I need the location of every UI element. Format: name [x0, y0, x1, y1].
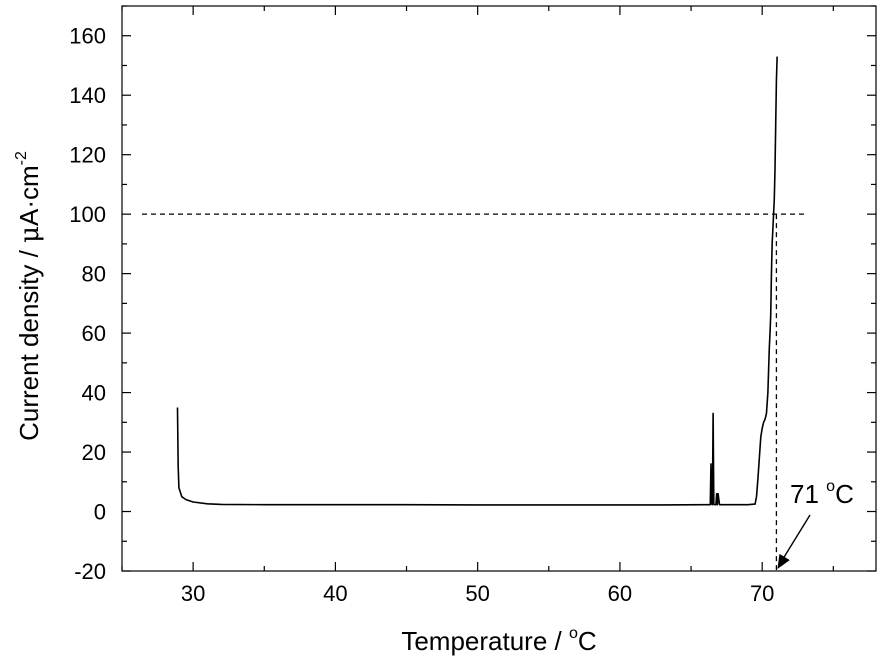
- annotation-label: 71 oC: [790, 478, 854, 509]
- y-tick-label: 60: [82, 321, 106, 346]
- plot-frame: [121, 5, 877, 572]
- x-tick-label: 30: [181, 581, 205, 606]
- y-tick-label: 140: [69, 83, 106, 108]
- plot-area: [121, 5, 877, 572]
- y-axis-label-mu: μ: [15, 226, 45, 243]
- y-axis-label: Current density / μA·cm-2: [13, 151, 45, 441]
- y-tick-label: 40: [82, 381, 106, 406]
- annotation-unit: C: [835, 479, 854, 509]
- annotation-value: 71: [790, 479, 826, 509]
- x-tick-label: 60: [608, 581, 632, 606]
- y-tick-label: 20: [82, 440, 106, 465]
- annotation-layer: 71 oC: [777, 478, 854, 569]
- axis-ticks: 30 40 50 60 70 -20 0 20 40 60 80 100 120 140 160: [69, 5, 876, 606]
- x-tick-label: 50: [465, 581, 489, 606]
- annotation-arrowhead: [777, 553, 790, 569]
- x-axis-label: Temperature / oC: [401, 625, 596, 656]
- series-layer: [176, 56, 778, 506]
- x-axis-label-text: Temperature /: [401, 626, 569, 656]
- y-axis-label-text: Current density /: [14, 243, 44, 441]
- y-tick-label: 100: [69, 202, 106, 227]
- annotation-arrow-line: [779, 514, 811, 564]
- y-tick-label: 160: [69, 24, 106, 49]
- y-tick-label: 0: [94, 500, 106, 525]
- x-tick-label: 40: [323, 581, 347, 606]
- x-axis-degree: o: [569, 625, 578, 642]
- y-axis-label-exponent: -2: [13, 151, 30, 165]
- annotation-degree: o: [826, 478, 835, 495]
- x-axis-unit: C: [578, 626, 597, 656]
- y-tick-label: -20: [74, 559, 106, 584]
- x-tick-label: 70: [750, 581, 774, 606]
- y-axis-label-unit: A·cm: [14, 165, 44, 226]
- series-line-0: [176, 56, 778, 506]
- y-tick-label: 120: [69, 143, 106, 168]
- y-tick-label: 80: [82, 262, 106, 287]
- reference-lines: [142, 213, 805, 571]
